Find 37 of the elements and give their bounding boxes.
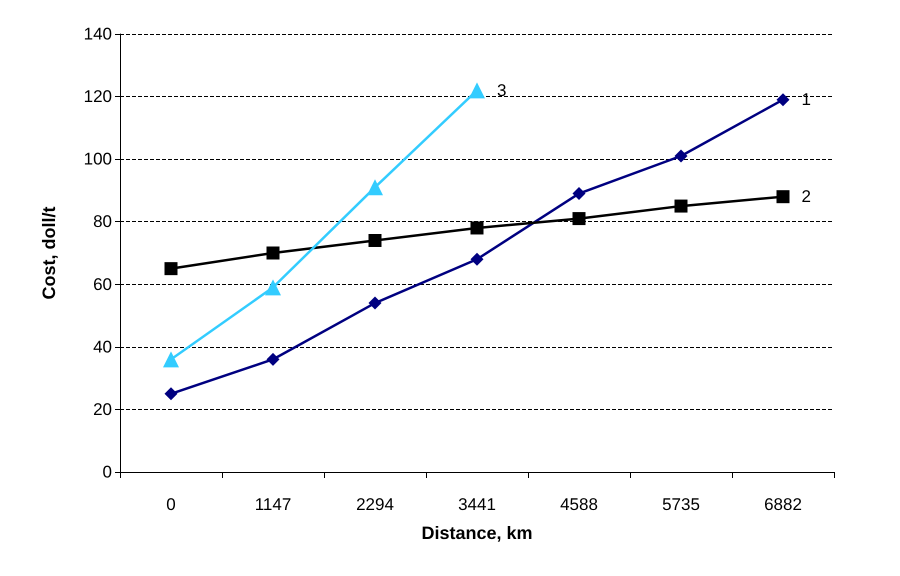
point [674,200,688,213]
point [470,252,484,266]
x-tick-label: 5735 [662,495,700,514]
point [265,279,281,296]
point [164,262,178,276]
point [572,212,586,226]
point [776,93,790,106]
point [368,234,382,247]
y-tick-label: 0 [102,462,112,482]
y-tick-label: 120 [84,87,112,106]
y-tick-label: 20 [93,400,112,419]
y-tick-label: 100 [84,150,112,169]
point [266,352,280,366]
point [266,246,280,260]
point [469,82,485,98]
point [674,150,688,163]
y-tick-label: 60 [93,274,112,294]
x-tick-label: 4588 [560,495,598,514]
y-tick-label: 80 [93,212,112,232]
series-label: 2 [802,187,811,206]
point [776,190,790,204]
point [367,179,383,196]
point [470,221,484,234]
point [163,351,179,368]
point [164,387,178,400]
series-label: 3 [497,80,506,100]
x-tick-label: 1147 [254,495,292,514]
point [572,187,586,200]
y-tick-label: 140 [84,24,112,44]
x-axis-title: Distance, km [421,523,533,543]
y-axis-title: Cost, doll/t [39,206,59,300]
point [368,296,382,310]
x-tick-label: 3441 [458,495,496,514]
x-tick-label: 6882 [764,495,802,514]
x-tick-label: 2294 [356,495,394,514]
x-tick-label: 0 [166,495,176,514]
y-tick-label: 40 [93,337,112,356]
